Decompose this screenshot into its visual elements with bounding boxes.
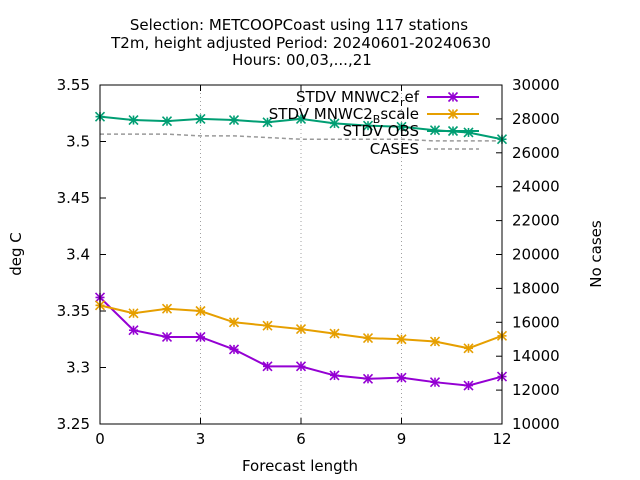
y-axis-label: deg C xyxy=(7,232,25,276)
point-stdv-obs-1 xyxy=(128,114,139,126)
point-stdv-mnwc2-bscale-2 xyxy=(161,303,173,314)
legend-label-stdv-obs: STDV OBS xyxy=(343,122,419,140)
y2-tick-label-22000: 22000 xyxy=(512,212,560,230)
point-stdv-mnwc2-bscale-8 xyxy=(362,333,374,344)
point-stdv-mnwc2-bscale-4 xyxy=(228,317,240,328)
legend-label-cases: CASES xyxy=(370,140,419,158)
x-tick-label-6: 6 xyxy=(296,430,306,448)
chart-title-line-2: T2m, height adjusted Period: 20240601-20… xyxy=(110,34,491,52)
point-stdv-mnwc2-ref-4 xyxy=(228,344,240,355)
y-tick-label-3.5: 3.5 xyxy=(66,133,90,151)
point-stdv-obs-5 xyxy=(262,117,273,128)
point-stdv-obs-7 xyxy=(329,118,340,129)
y-tick-label-3.55: 3.55 xyxy=(57,76,90,94)
y2-tick-label-16000: 16000 xyxy=(512,313,560,331)
point-stdv-mnwc2-ref-7 xyxy=(329,370,340,381)
point-stdv-obs-9 xyxy=(396,121,407,132)
x-tick-label-0: 0 xyxy=(95,430,105,448)
y-tick-label-3.4: 3.4 xyxy=(66,246,90,264)
x-axis: 0 3 6 9 12 xyxy=(95,85,512,448)
legend-marker-stdv-mnwc2-bscale xyxy=(447,108,459,120)
point-stdv-mnwc2-ref-8 xyxy=(362,373,374,384)
point-stdv-mnwc2-bscale-5 xyxy=(262,320,273,331)
y-tick-label-3.35: 3.35 xyxy=(57,302,90,320)
point-stdv-mnwc2-bscale-9 xyxy=(396,334,407,345)
point-stdv-obs-11 xyxy=(463,127,474,138)
x-tick-label-3: 3 xyxy=(196,430,206,448)
point-stdv-obs-8 xyxy=(362,120,374,131)
point-stdv-mnwc2-ref-1 xyxy=(128,325,139,336)
x-tick-label-9: 9 xyxy=(397,430,407,448)
y2-tick-label-18000: 18000 xyxy=(512,279,560,297)
y2-tick-label-20000: 20000 xyxy=(512,246,560,264)
y-tick-label-3.3: 3.3 xyxy=(66,359,90,377)
point-stdv-mnwc2-ref-9 xyxy=(396,372,407,383)
y2-axis-label: No cases xyxy=(587,220,605,288)
y-tick-label-3.45: 3.45 xyxy=(57,189,90,207)
series-line-cases xyxy=(100,133,502,142)
point-stdv-mnwc2-bscale-1 xyxy=(128,308,139,319)
x-axis-label: Forecast length xyxy=(242,457,358,475)
legend-label-stdv-mnwc2-ref: STDV MNWC2ref xyxy=(296,88,420,109)
point-stdv-mnwc2-bscale-7 xyxy=(329,328,340,339)
point-stdv-mnwc2-ref-5 xyxy=(262,361,273,372)
point-stdv-mnwc2-ref-11 xyxy=(463,380,474,391)
y2-tick-label-24000: 24000 xyxy=(512,178,560,196)
chart-title-line-3: Hours: 00,03,...,21 xyxy=(232,51,372,69)
point-stdv-obs-6 xyxy=(295,113,307,124)
legend-marker-stdv-mnwc2-ref xyxy=(447,91,459,103)
grid-lines xyxy=(200,85,402,424)
x-tick-label-12: 12 xyxy=(492,430,511,448)
point-stdv-obs-3 xyxy=(195,113,206,124)
y2-tick-label-26000: 26000 xyxy=(512,144,560,162)
y2-tick-label-28000: 28000 xyxy=(512,110,560,128)
legend-label-stdv-mnwc2-bscale: STDV MNWC2Bscale xyxy=(269,105,419,126)
y2-tick-label-12000: 12000 xyxy=(512,381,560,399)
point-stdv-obs-4 xyxy=(228,114,240,126)
point-stdv-mnwc2-ref-6 xyxy=(295,361,307,372)
y-tick-label-3.25: 3.25 xyxy=(57,415,90,433)
y2-axis: 10000 12000 14000 16000 18000 20000 22000 24000… xyxy=(496,76,560,433)
legend-marker-stdv-obs xyxy=(447,125,459,137)
y2-tick-label-30000: 30000 xyxy=(512,76,560,94)
point-stdv-obs-2 xyxy=(161,116,173,127)
chart-title-line-1: Selection: METCOOPCoast using 117 statio… xyxy=(130,16,468,34)
series-cases xyxy=(100,133,502,142)
point-stdv-mnwc2-bscale-11 xyxy=(463,343,474,354)
point-stdv-mnwc2-ref-10 xyxy=(429,377,441,388)
point-stdv-mnwc2-ref-3 xyxy=(195,331,206,343)
y2-tick-label-10000: 10000 xyxy=(512,415,560,433)
point-stdv-mnwc2-bscale-10 xyxy=(429,336,441,347)
y2-tick-label-14000: 14000 xyxy=(512,347,560,365)
point-stdv-mnwc2-bscale-3 xyxy=(195,305,206,317)
point-stdv-mnwc2-bscale-6 xyxy=(295,324,307,335)
point-stdv-mnwc2-ref-2 xyxy=(161,331,173,343)
y-axis: 3.25 3.3 3.35 3.4 3.45 3.5 3.55 xyxy=(57,76,106,433)
